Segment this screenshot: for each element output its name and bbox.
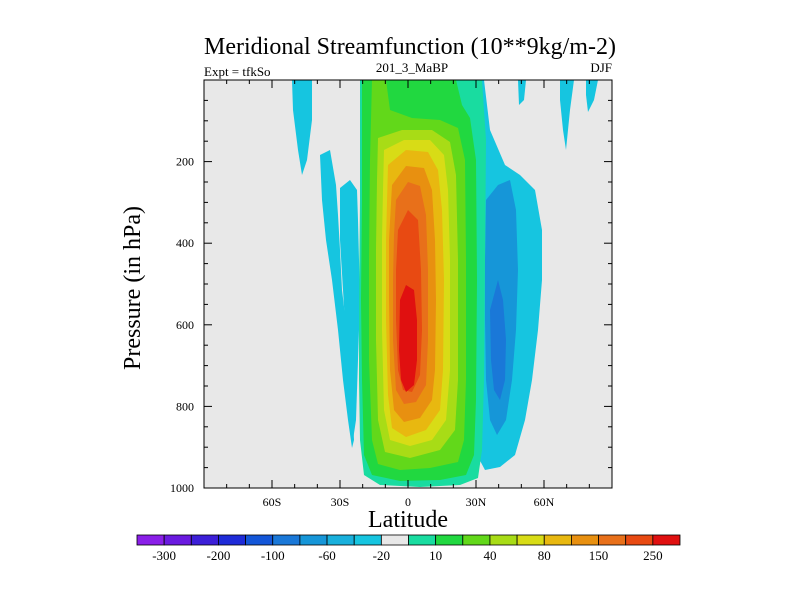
colorbar-swatch	[652, 534, 681, 546]
nh-upper-neg-2	[560, 80, 574, 150]
colorbar-swatch	[435, 534, 464, 546]
colorbar-swatch	[299, 534, 328, 546]
y-axis: 200 400 600 800 1000	[170, 99, 612, 495]
y-tick-label: 1000	[170, 481, 194, 495]
x-tick-label: 30S	[331, 495, 350, 509]
colorbar-swatch	[462, 534, 491, 546]
colorbar-swatch	[380, 534, 409, 546]
subtitle-left: Expt = tfkSo	[204, 64, 271, 79]
nh-neg-100	[490, 280, 506, 400]
colorbar-label: -300	[152, 548, 176, 563]
x-tick-label: 60N	[534, 495, 555, 509]
chart-title: Meridional Streamfunction (10**9kg/m-2)	[204, 34, 616, 60]
colorbar-label: 80	[538, 548, 551, 563]
colorbar-labels: -300 -200 -100 -60 -20 10 40 80 150 250	[152, 548, 662, 563]
subtitle-center: 201_3_MaBP	[376, 60, 448, 75]
nh-upper-neg-1	[518, 80, 526, 105]
colorbar-swatch	[245, 534, 274, 546]
y-tick-label: 600	[176, 318, 194, 332]
x-tick-label: 60S	[263, 495, 282, 509]
colorbar-swatch	[408, 534, 437, 546]
sh-upper-neg	[292, 80, 312, 175]
y-axis-title: Pressure (in hPa)	[120, 206, 146, 370]
colorbar-swatch	[598, 534, 627, 546]
colorbar-swatch	[625, 534, 654, 546]
x-axis-title: Latitude	[368, 507, 448, 533]
subtitle-right: DJF	[590, 60, 612, 75]
colorbar-swatch	[489, 534, 518, 546]
y-tick-label: 800	[176, 399, 194, 413]
y-tick-label: 200	[176, 155, 194, 169]
contour-fills	[292, 80, 598, 487]
x-tick-label: 30N	[466, 495, 487, 509]
colorbar-swatch	[136, 534, 165, 546]
colorbar-label: 10	[429, 548, 442, 563]
colorbar-label: -200	[207, 548, 231, 563]
sh-neg-band-lower	[340, 180, 360, 440]
x-tick-label: 0	[405, 495, 411, 509]
colorbar-label: 150	[589, 548, 609, 563]
colorbar-swatch	[516, 534, 545, 546]
colorbar-swatch	[163, 534, 192, 546]
sh-neg-band	[320, 150, 354, 448]
colorbar	[136, 534, 681, 546]
colorbar-label: -20	[373, 548, 390, 563]
colorbar-label: 250	[643, 548, 663, 563]
nh-upper-neg-3	[586, 80, 598, 112]
colorbar-swatch	[190, 534, 219, 546]
colorbar-swatch	[571, 534, 599, 546]
colorbar-label: -60	[318, 548, 335, 563]
colorbar-swatch	[218, 534, 246, 546]
colorbar-swatch	[326, 534, 355, 546]
colorbar-swatch	[272, 534, 301, 546]
colorbar-swatch	[543, 534, 572, 546]
colorbar-swatch	[353, 534, 382, 546]
y-tick-label: 400	[176, 236, 194, 250]
colorbar-label: -100	[261, 548, 285, 563]
x-axis: 60S 30S 0 30N 60N	[226, 80, 590, 509]
cell-peak-c	[399, 285, 417, 392]
colorbar-label: 40	[483, 548, 496, 563]
